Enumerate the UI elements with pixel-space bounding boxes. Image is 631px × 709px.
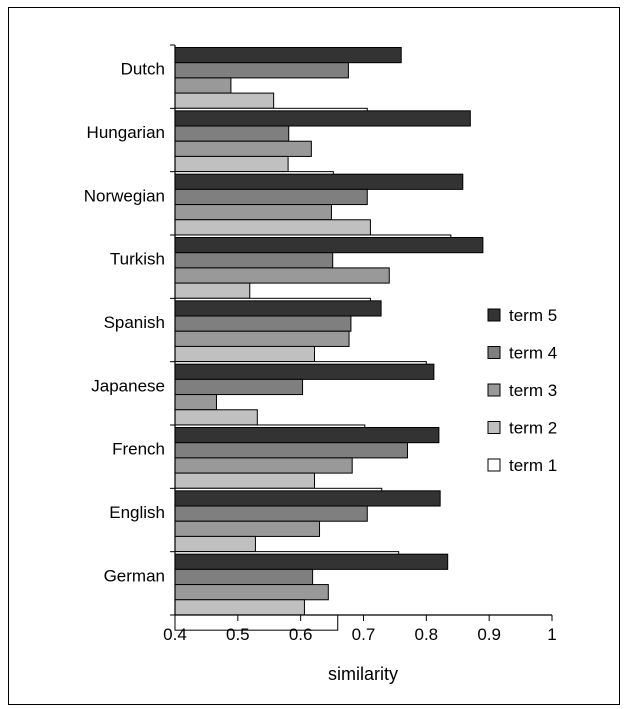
bar-norwegian-term-2: [174, 219, 371, 236]
bar-norwegian-term-4: [174, 188, 368, 206]
bar-turkish-term-4: [174, 252, 334, 269]
bar-spanish-term-3: [174, 330, 350, 347]
x-tick-label: 0.6: [289, 625, 313, 644]
bar-spanish-term-5: [174, 300, 382, 317]
category-label-hungarian: Hungarian: [87, 123, 165, 142]
bar-spanish-term-2: [174, 345, 315, 363]
bar-turkish-term-3: [174, 267, 390, 284]
bar-french-term-3: [174, 457, 353, 474]
bar-japanese-term-4: [174, 378, 304, 396]
x-tick-label: 0.4: [163, 625, 187, 644]
bar-dutch-term-5: [174, 47, 402, 64]
category-label-norwegian: Norwegian: [84, 186, 165, 205]
bar-german-term-4: [174, 568, 314, 586]
bar-turkish-term-5: [174, 237, 484, 254]
legend-label-term-1: term 1: [509, 456, 557, 475]
x-axis-label: similarity: [328, 664, 398, 684]
bar-english-term-2: [174, 535, 256, 553]
legend-label-term-5: term 5: [509, 306, 557, 325]
x-tick-label: 1: [547, 625, 556, 644]
category-label-turkish: Turkish: [110, 250, 165, 269]
x-tick-label: 0.7: [352, 625, 376, 644]
category-label-german: German: [104, 566, 165, 585]
legend-label-term-2: term 2: [509, 419, 557, 438]
legend: term 5 term 4 term 3 term 2 term 1: [487, 306, 557, 475]
bar-english-term-3: [174, 520, 321, 537]
bar-hungarian-term-4: [174, 125, 290, 142]
category-label-dutch: Dutch: [121, 60, 165, 79]
bar-english-term-5: [174, 490, 441, 507]
bar-spanish-term-4: [174, 315, 352, 332]
bar-dutch-term-2: [174, 92, 275, 109]
legend-swatch-term-2: [487, 421, 501, 434]
bar-german-term-3: [174, 584, 329, 601]
bar-dutch-term-4: [174, 62, 349, 79]
bar-norwegian-term-5: [174, 173, 464, 190]
bar-hungarian-term-3: [174, 140, 312, 157]
bar-french-term-4: [174, 442, 408, 459]
bar-hungarian-term-2: [174, 155, 289, 173]
axes-group: Dutch Hungarian Norwegian Turkish Spanish Jap…: [84, 44, 557, 644]
bar-japanese-term-5: [174, 363, 435, 380]
bars-group: [174, 47, 484, 631]
category-label-japanese: Japanese: [91, 376, 165, 395]
category-label-english: English: [109, 503, 165, 522]
bar-german-term-2: [174, 599, 305, 616]
bar-japanese-term-2: [174, 409, 258, 426]
bar-english-term-4: [174, 505, 368, 522]
bar-german-term-1: [174, 614, 339, 631]
bar-dutch-term-3: [174, 77, 232, 94]
legend-swatch-term-1: [487, 458, 501, 472]
legend-swatch-term-3: [487, 383, 501, 397]
x-tick-label: 0.9: [477, 625, 501, 644]
bar-turkish-term-2: [174, 282, 251, 299]
bar-french-term-2: [174, 472, 315, 489]
legend-swatch-term-4: [487, 346, 501, 359]
bar-hungarian-term-5: [174, 110, 471, 127]
x-tick-label: 0.5: [226, 625, 250, 644]
legend-label-term-3: term 3: [509, 381, 557, 400]
bar-german-term-5: [174, 553, 449, 570]
legend-label-term-4: term 4: [509, 344, 557, 363]
bar-japanese-term-3: [174, 394, 217, 411]
x-tick-label: 0.8: [415, 625, 439, 644]
bar-french-term-5: [174, 427, 440, 444]
category-label-french: French: [112, 440, 165, 459]
legend-swatch-term-5: [487, 308, 501, 322]
category-label-spanish: Spanish: [104, 313, 165, 332]
bar-norwegian-term-3: [174, 204, 332, 221]
